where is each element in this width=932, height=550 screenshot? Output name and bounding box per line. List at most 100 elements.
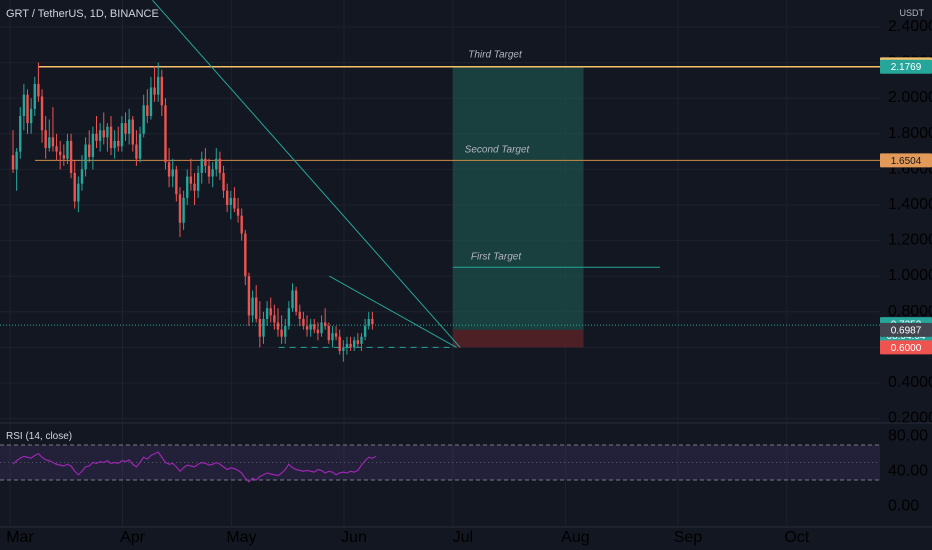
candle-body: [251, 297, 254, 316]
candle-body: [356, 340, 360, 344]
candle-body: [215, 158, 218, 170]
time-axis-label: Oct: [784, 529, 809, 546]
candle-body: [146, 105, 149, 116]
candle-body: [316, 329, 320, 334]
candle-body: [66, 140, 69, 159]
candle-body: [331, 333, 334, 341]
candle-body: [84, 144, 87, 170]
candle-body: [186, 176, 189, 198]
candle-body: [62, 155, 66, 159]
profit-zone[interactable]: [452, 66, 584, 330]
price-tag-bg[interactable]: [880, 322, 932, 337]
candle-body: [233, 197, 236, 209]
candle-body: [302, 318, 305, 327]
candle-body: [77, 183, 80, 202]
candle-body: [218, 158, 222, 173]
candle-body: [353, 340, 356, 348]
candle-body: [29, 108, 33, 124]
candle-body: [276, 322, 280, 330]
candle-body: [298, 311, 301, 319]
candle-body: [211, 169, 214, 177]
candle-body: [69, 140, 73, 173]
candle-body: [240, 215, 243, 234]
time-axis-label: Jun: [341, 529, 367, 546]
rsi-label[interactable]: RSI (14, close): [6, 431, 73, 442]
price-tag-label: 2.1769: [891, 62, 922, 73]
candle-body: [15, 151, 18, 170]
candle-body: [280, 329, 283, 337]
candle-body: [291, 290, 294, 309]
candle-body: [157, 76, 160, 95]
candle-body: [91, 133, 95, 157]
candle-body: [26, 94, 29, 124]
price-tag-bg[interactable]: [880, 153, 932, 168]
rsi-line[interactable]: [12, 451, 377, 483]
candle-body: [109, 126, 113, 149]
candle-body: [273, 315, 276, 323]
candle-body: [178, 194, 182, 223]
price-tag-bg[interactable]: [880, 59, 932, 74]
candle-body: [323, 322, 327, 327]
candle-body: [58, 151, 62, 156]
candle-body: [153, 87, 156, 95]
candle-body: [284, 326, 287, 337]
candle-body: [309, 324, 312, 330]
candle-body: [258, 318, 262, 337]
candle-body: [204, 158, 207, 166]
candle-body: [269, 308, 272, 316]
candle-body: [131, 119, 134, 145]
short-trendline[interactable]: [329, 275, 457, 348]
candle-body: [349, 343, 352, 348]
price-tag-bg[interactable]: [880, 340, 932, 355]
candle-body: [175, 169, 178, 195]
loss-zone[interactable]: [452, 329, 584, 348]
time-axis-label: Mar: [6, 529, 34, 546]
rsi-tick-label: 80.00: [888, 427, 928, 444]
candle-body: [363, 326, 367, 337]
candle-body: [320, 322, 323, 334]
candle-body: [120, 123, 124, 147]
candle-body: [193, 183, 196, 191]
candle-body: [80, 169, 84, 184]
candle-body: [19, 116, 22, 152]
candle-body: [342, 347, 345, 351]
candle-body: [142, 105, 145, 134]
candle-body: [225, 190, 229, 205]
candle-body: [262, 318, 265, 337]
price-tick-label: 0.2000: [888, 410, 932, 427]
downtrend-line[interactable]: [152, 0, 461, 348]
candle-body: [117, 140, 120, 147]
candle-body: [313, 324, 316, 330]
candle-body: [113, 140, 116, 149]
candle-body: [371, 318, 374, 325]
time-axis-label: Sep: [674, 529, 703, 546]
time-axis-label: Aug: [561, 529, 589, 546]
price-tag-label: 0.6987: [891, 325, 922, 336]
candle-body: [338, 336, 341, 351]
candle-body: [149, 87, 153, 116]
candle-body: [287, 308, 291, 327]
candle-body: [135, 144, 138, 159]
candle-body: [200, 158, 203, 173]
candle-body: [33, 83, 36, 109]
candle-body: [305, 326, 309, 330]
first-target-label: First Target: [471, 251, 522, 262]
symbol-title[interactable]: GRT / TetherUS, 1D, BINANCE: [6, 8, 159, 20]
candle-body: [196, 172, 200, 191]
candle-body: [127, 119, 131, 134]
candle-body: [40, 96, 44, 131]
candle-body: [102, 130, 105, 138]
candle-body: [367, 318, 370, 327]
candle-body: [334, 333, 338, 337]
rsi-tick-label: 0.00: [888, 497, 919, 514]
candle-body: [189, 176, 193, 184]
candle-body: [37, 83, 40, 97]
time-axis-label: Jul: [453, 529, 473, 546]
candle-body: [124, 123, 127, 134]
